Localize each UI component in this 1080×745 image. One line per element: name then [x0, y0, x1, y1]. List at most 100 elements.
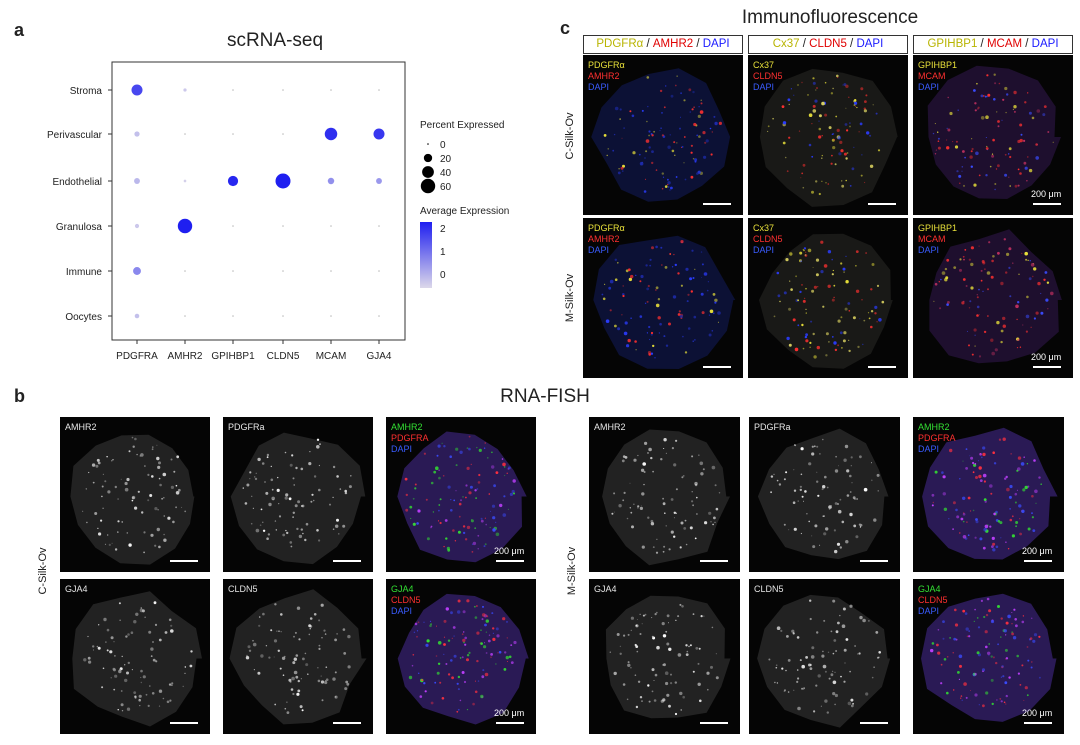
- channel-label: PDGFRA: [391, 433, 429, 443]
- micrograph-image: [397, 431, 527, 563]
- dot-endothelial-amhr2: [183, 179, 187, 183]
- if-micrograph-r2-c2: Cx37 CLDN5 DAPI: [748, 218, 908, 378]
- scale-bar: [333, 560, 361, 562]
- fish-micrograph-left-top-1: AMHR2: [60, 417, 210, 572]
- dot-granulosa-cldn5: [282, 225, 284, 227]
- micrograph-image: [605, 595, 731, 719]
- x-tick-label: CLDN5: [267, 351, 300, 362]
- dot-granulosa-mcam: [330, 225, 332, 227]
- panel-c-header-part: AMHR2: [652, 38, 694, 50]
- scale-bar: [868, 203, 896, 205]
- scale-bar: [700, 560, 728, 562]
- dot-perivascular-mcam: [324, 127, 338, 141]
- scale-bar: [860, 560, 888, 562]
- channel-label: Cx37: [753, 223, 775, 233]
- panel-c-header-separator: /: [799, 38, 810, 50]
- scale-bar: [496, 722, 524, 724]
- channel-label: MCAM: [918, 71, 946, 81]
- panel-c-header-part: PDGFRα: [596, 38, 644, 50]
- scale-bar: [170, 560, 198, 562]
- micrograph-image: [759, 233, 893, 369]
- dot-granulosa-gpihbp1: [232, 225, 234, 227]
- x-tick-label: GJA4: [366, 351, 391, 362]
- dot-endothelial-mcam: [327, 177, 335, 185]
- panel-b-letter: b: [14, 386, 25, 406]
- channel-label: PDGFRα: [588, 223, 625, 233]
- scale-bar-label: 200 μm: [1022, 708, 1053, 718]
- x-tick-label: MCAM: [316, 351, 347, 362]
- channel-label: AMHR2: [918, 422, 950, 432]
- x-tick-label: GPIHBP1: [211, 351, 255, 362]
- panel-c-header-separator: /: [643, 38, 653, 50]
- scale-bar-label: 200 μm: [494, 546, 525, 556]
- dot-perivascular-amhr2: [184, 133, 186, 135]
- color-legend-label: 0: [440, 270, 446, 281]
- dot-immune-cldn5: [282, 270, 284, 272]
- y-tick-label: Perivascular: [47, 130, 103, 141]
- dotplot-chart: Stroma Perivascular Endothelial Granulosa Im…: [47, 61, 509, 362]
- panel-c-row-label-m-silk: M-Silk-Ov: [564, 273, 576, 323]
- channel-label: PDGFRα: [588, 60, 625, 70]
- dot-endothelial-gja4: [376, 178, 382, 184]
- channel-label: CLDN5: [391, 595, 421, 605]
- dot-endothelial-cldn5: [275, 173, 291, 189]
- panel-c-header-separator: /: [977, 38, 987, 50]
- channel-label: DAPI: [391, 444, 413, 454]
- fish-micrograph-right-top-2: PDGFRa: [749, 417, 900, 572]
- scale-bar: [170, 722, 198, 724]
- dot-endothelial-pdgfra: [134, 178, 140, 184]
- panel-c-title: Immunofluorescence: [741, 7, 919, 28]
- micrograph-image: [929, 229, 1062, 364]
- dot-perivascular-gja4: [373, 128, 385, 140]
- if-micrograph-r2-c3: GPIHBP1 MCAM DAPI 200 μm: [913, 218, 1073, 378]
- dot-perivascular-gpihbp1: [232, 133, 234, 135]
- dot-oocytes-cldn5: [282, 315, 284, 317]
- channel-label: CLDN5: [753, 71, 783, 81]
- fish-micrograph-left-top-2: PDGFRa: [223, 417, 373, 572]
- dot-stroma-amhr2: [183, 88, 187, 92]
- channel-label: GPIHBP1: [918, 60, 958, 70]
- y-tick-label: Immune: [66, 267, 103, 278]
- panel-c-header-separator: /: [846, 38, 857, 50]
- size-legend-label: 0: [440, 140, 446, 151]
- fish-micrograph-left-top-3: AMHR2 PDGFRA DAPI 200 μm: [386, 417, 536, 572]
- y-tick-label: Oocytes: [65, 312, 102, 323]
- size-legend-label: 20: [440, 154, 452, 165]
- size-legend-dot: [422, 166, 434, 178]
- size-legend-title: Percent Expressed: [420, 120, 505, 131]
- micrograph-image: [602, 429, 730, 566]
- y-tick-label: Stroma: [70, 86, 103, 97]
- scale-bar: [1024, 560, 1052, 562]
- channel-label: PDGFRA: [918, 433, 956, 443]
- x-tick-label: PDGFRA: [116, 351, 158, 362]
- panel-c-row-label-c-silk: C-Silk-Ov: [564, 112, 576, 160]
- size-legend-dot: [427, 143, 429, 145]
- micrograph-image: [230, 432, 366, 565]
- dot-oocytes-pdgfra: [134, 313, 140, 319]
- panel-c-header-part: Cx37: [772, 38, 800, 50]
- panel-c-letter: c: [560, 18, 571, 38]
- dot-stroma-mcam: [330, 89, 332, 91]
- dot-oocytes-amhr2: [184, 315, 186, 317]
- dot-stroma-cldn5: [282, 89, 284, 91]
- panel-a-letter: a: [14, 20, 25, 40]
- y-tick-label: Endothelial: [53, 177, 102, 188]
- size-legend-label: 40: [440, 168, 452, 179]
- micrograph-image: [759, 68, 898, 207]
- channel-label: Cx37: [753, 60, 775, 70]
- color-legend-title: Average Expression: [420, 206, 509, 217]
- panel-c-header-part: DAPI: [702, 38, 730, 50]
- micrograph-image: [921, 593, 1057, 722]
- dot-immune-gja4: [378, 270, 380, 272]
- dot-perivascular-cldn5: [282, 133, 284, 135]
- channel-label: DAPI: [391, 606, 413, 616]
- channel-label: AMHR2: [65, 422, 97, 432]
- panel-a-title: scRNA-seq: [226, 30, 324, 51]
- scale-bar: [703, 203, 731, 205]
- dot-stroma-gpihbp1: [232, 89, 234, 91]
- panel-c-header-part: DAPI: [856, 38, 884, 50]
- panel-c-header-part: DAPI: [1031, 38, 1059, 50]
- channel-label: DAPI: [918, 82, 940, 92]
- channel-label: CLDN5: [753, 234, 783, 244]
- scale-bar: [1024, 722, 1052, 724]
